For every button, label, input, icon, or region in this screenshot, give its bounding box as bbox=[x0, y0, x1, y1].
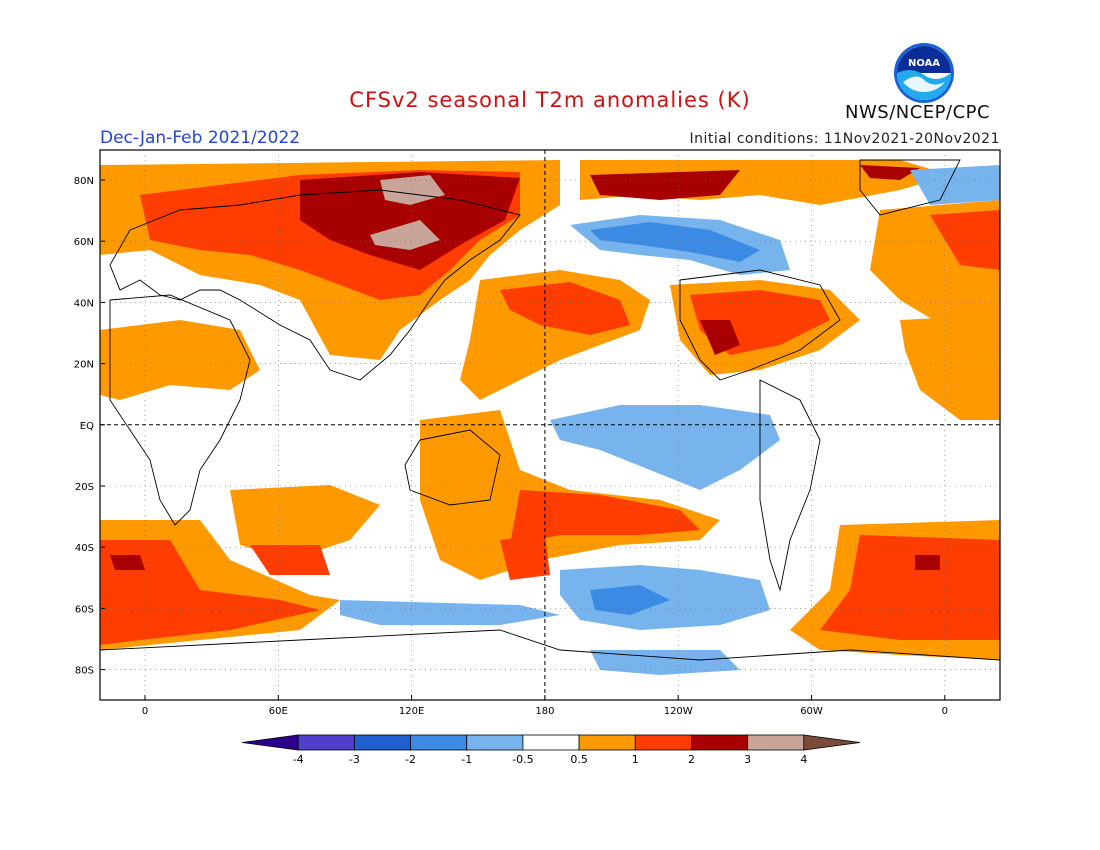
agency-label: NWS/NCEP/CPC bbox=[845, 102, 991, 123]
lat-label: 60S bbox=[75, 604, 94, 615]
colorbar-segment bbox=[353, 734, 411, 751]
colorbar-segment bbox=[634, 734, 692, 751]
initial-conditions-label: Initial conditions: 11Nov2021-20Nov2021 bbox=[689, 131, 1000, 147]
colorbar-segment bbox=[410, 734, 468, 751]
lon-label: 180 bbox=[535, 706, 554, 717]
lat-label: 60N bbox=[74, 237, 94, 248]
latitude-labels: 80N 60N 40N 20N EQ 20S 40S 60S 80S bbox=[74, 176, 94, 677]
chart-title: CFSv2 seasonal T2m anomalies (K) bbox=[349, 88, 751, 112]
lon-label: 0 bbox=[142, 706, 148, 717]
lat-label: 40S bbox=[75, 543, 94, 554]
lat-label: 40N bbox=[74, 298, 94, 309]
colorbar-tick-label: 4 bbox=[800, 753, 807, 766]
colorbar-legend: -4 -3 -2 -1 -0.5 0.5 1 2 3 4 bbox=[241, 734, 861, 766]
lon-label: 0 bbox=[942, 706, 948, 717]
gridlines bbox=[100, 150, 1000, 700]
colorbar-tick-label: -2 bbox=[405, 753, 416, 766]
lat-label: 80S bbox=[75, 666, 94, 677]
coastlines bbox=[100, 159, 1000, 661]
colorbar-tick-label: -1 bbox=[461, 753, 472, 766]
lon-label: 120W bbox=[664, 706, 693, 717]
colorbar-end-triangle bbox=[803, 734, 861, 751]
colorbar-segment bbox=[747, 734, 805, 751]
lat-label: EQ bbox=[80, 421, 94, 432]
colorbar-tick-label: 1 bbox=[632, 753, 639, 766]
colorbar-tick-label: 3 bbox=[744, 753, 751, 766]
lon-label: 60W bbox=[800, 706, 823, 717]
lon-label: 60E bbox=[269, 706, 288, 717]
colorbar-tick-label: 2 bbox=[688, 753, 695, 766]
colorbar-segment bbox=[691, 734, 749, 751]
colorbar-segment bbox=[522, 734, 580, 751]
colorbar-tick-label: -4 bbox=[293, 753, 304, 766]
longitude-labels: 0 60E 120E 180 120W 60W 0 bbox=[142, 706, 948, 717]
noaa-logo: NOAA bbox=[894, 43, 954, 103]
colorbar-tick-label: 0.5 bbox=[570, 753, 588, 766]
colorbar-tick-label: -3 bbox=[349, 753, 360, 766]
colorbar-segment bbox=[578, 734, 636, 751]
lat-label: 20S bbox=[75, 482, 94, 493]
season-label: Dec-Jan-Feb 2021/2022 bbox=[100, 128, 301, 148]
colorbar-segment bbox=[297, 734, 355, 751]
colorbar-end-triangle bbox=[241, 734, 299, 751]
colorbar-segment bbox=[466, 734, 524, 751]
logo-text: NOAA bbox=[908, 58, 940, 69]
lon-label: 120E bbox=[399, 706, 424, 717]
colorbar-tick-label: -0.5 bbox=[512, 753, 533, 766]
lat-label: 80N bbox=[74, 176, 94, 187]
lat-label: 20N bbox=[74, 360, 94, 371]
